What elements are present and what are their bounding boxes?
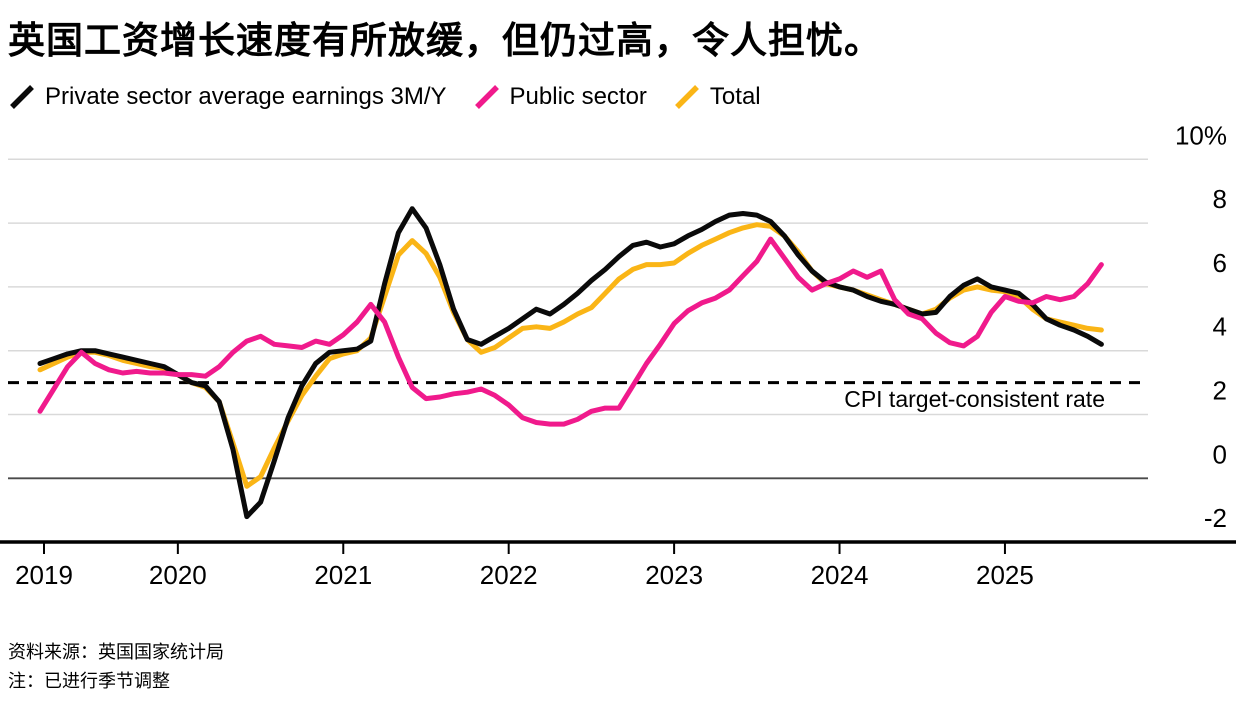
- x-tick-label: 2020: [149, 560, 207, 590]
- series-line-private-sector-average-earnings-3m-y: [37, 206, 1104, 520]
- legend-label-public-sector: Public sector: [509, 83, 647, 110]
- x-tick-label: 2024: [811, 560, 869, 590]
- y-tick-label: 4: [1213, 312, 1227, 342]
- legend-label-private-sector: Private sector average earnings 3M/Y: [45, 83, 447, 110]
- y-tick-label: 6: [1213, 248, 1227, 278]
- y-tick-label: -2: [1204, 503, 1227, 533]
- series-line-public-sector: [37, 236, 1104, 427]
- legend-item-total: Total: [673, 83, 761, 111]
- slash-icon-stroke: [474, 85, 499, 109]
- y-tick-label: 0: [1213, 439, 1227, 469]
- x-tick-label: 2019: [15, 560, 73, 590]
- x-tick-label: 2022: [480, 560, 538, 590]
- source-note: 资料来源：英国国家统计局: [8, 642, 224, 662]
- slash-icon-stroke: [10, 85, 34, 109]
- x-tick-label: 2021: [314, 560, 372, 590]
- y-tick-label: 8: [1213, 184, 1227, 214]
- legend-item-public-sector: Public sector: [473, 83, 647, 111]
- legend-label-total: Total: [709, 83, 761, 110]
- y-tick-label: 2: [1213, 376, 1227, 406]
- slash-icon: [474, 85, 499, 109]
- slash-icon: [674, 85, 699, 109]
- footer: 资料来源：英国国家统计局 注：已进行季节调整: [8, 638, 224, 696]
- legend-item-private-sector: Private sector average earnings 3M/Y: [8, 83, 447, 111]
- adjustment-note: 注：已进行季节调整: [8, 671, 170, 691]
- legend: Private sector average earnings 3M/Y Pub…: [8, 83, 761, 111]
- reference-line-label: CPI target-consistent rate: [844, 386, 1105, 412]
- x-tick-label: 2023: [645, 560, 703, 590]
- slash-icon: [10, 85, 34, 109]
- chart-title: 英国工资增长速度有所放缓，但仍过高，令人担忧。: [8, 20, 882, 61]
- series-line-total: [37, 222, 1104, 489]
- x-tick-label: 2025: [976, 560, 1034, 590]
- y-tick-label: 10%: [1175, 120, 1227, 150]
- slash-icon-stroke: [674, 85, 699, 109]
